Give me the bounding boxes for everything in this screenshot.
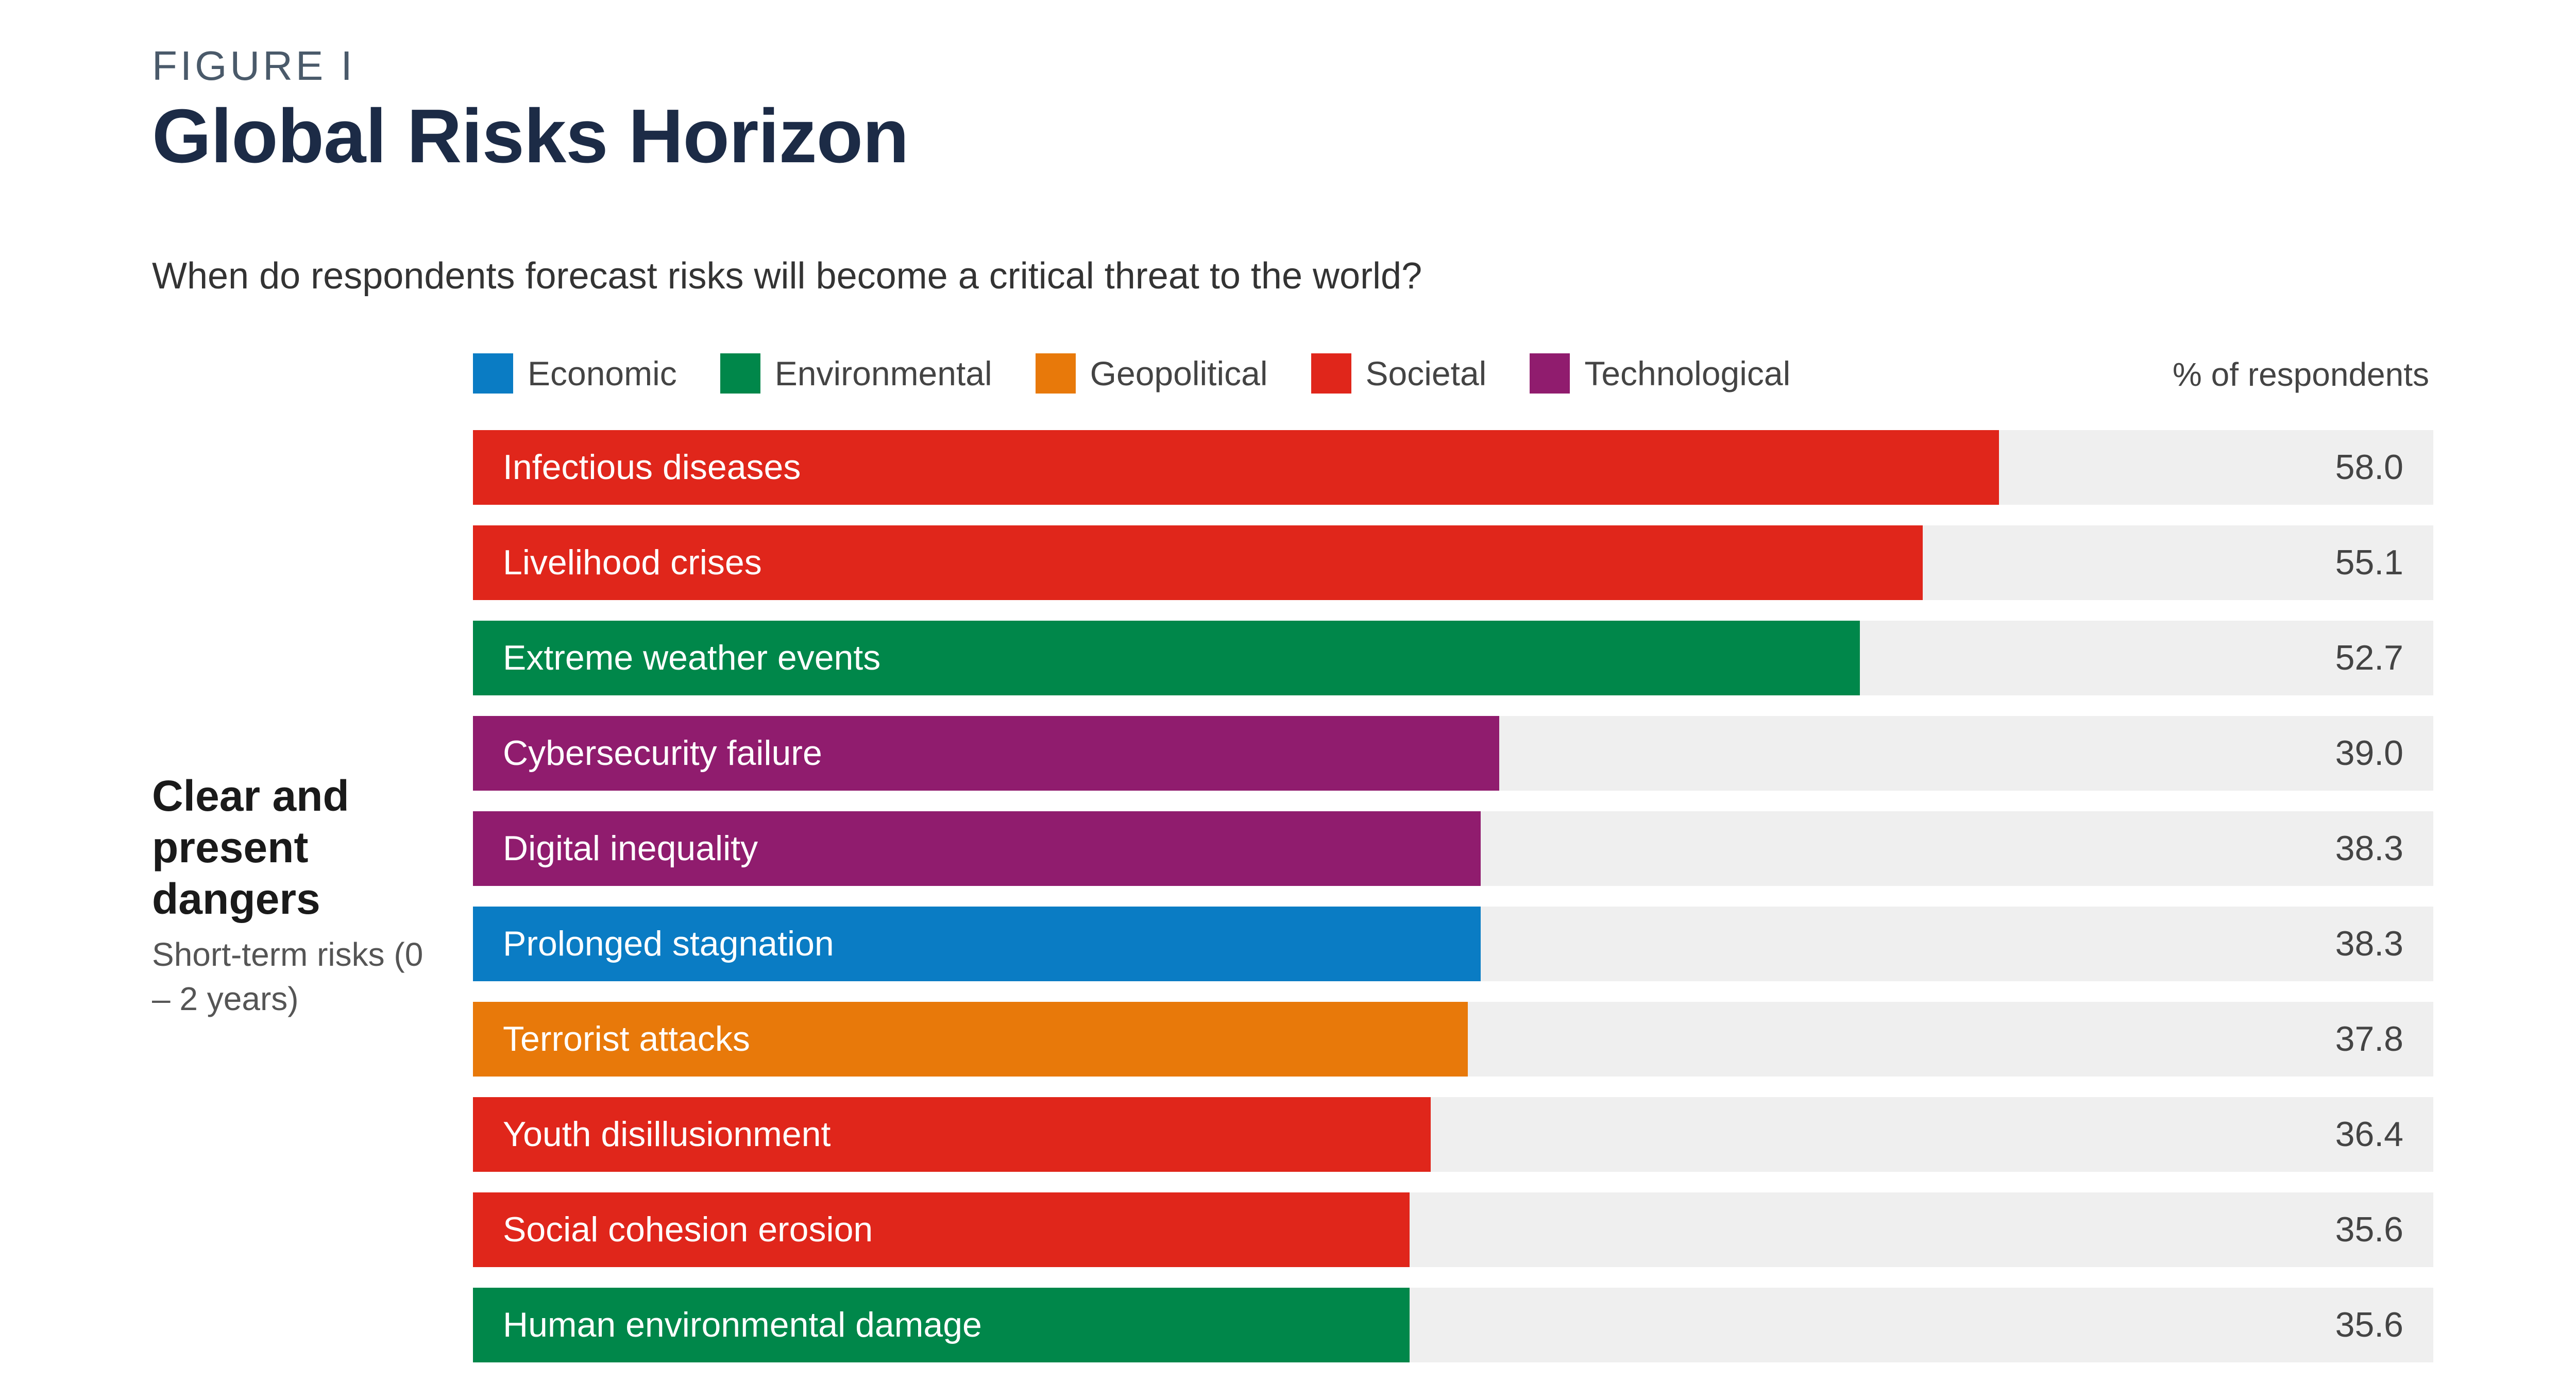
bar [473,525,1923,600]
legend-label-environmental: Environmental [774,354,992,392]
legend-swatch-societal [1311,353,1351,394]
bar-row: Infectious diseases 58.0 [473,430,2433,505]
bar [473,1097,1431,1172]
legend-item-environmental: Environmental [720,353,992,394]
bar-row: Youth disillusionment 36.4 [473,1097,2433,1172]
legend-swatch-technological [1530,353,1570,394]
bar-value-label: 52.7 [2335,638,2403,677]
legend-swatch-environmental [720,353,760,394]
bar [473,621,1860,695]
legend-swatch-geopolitical [1035,353,1076,394]
bar-label: Prolonged stagnation [503,924,834,963]
bar-label: Infectious diseases [503,448,801,487]
bar-label: Cybersecurity failure [503,733,822,773]
legend-label-societal: Societal [1365,354,1487,392]
legend-label-geopolitical: Geopolitical [1090,354,1268,392]
legend-label-technological: Technological [1584,354,1791,392]
legend-item-economic: Economic [473,353,677,394]
bar-value-label: 37.8 [2335,1019,2403,1058]
section-heading: Clear and present dangers [152,772,349,923]
bar-value-label: 38.3 [2335,924,2403,963]
bar-label: Human environmental damage [503,1305,982,1344]
bar [473,1002,1468,1077]
bar-label: Extreme weather events [503,638,881,677]
bar-label: Terrorist attacks [503,1019,750,1058]
bar-value-label: 36.4 [2335,1115,2403,1154]
bar-row: Cybersecurity failure 39.0 [473,716,2433,791]
legend-swatch-economic [473,353,513,394]
bar-row: Digital inequality 38.3 [473,811,2433,886]
bar-value-label: 38.3 [2335,829,2403,868]
bar-row: Prolonged stagnation 38.3 [473,907,2433,981]
bar-value-label: 58.0 [2335,448,2403,487]
legend-item-technological: Technological [1530,353,1790,394]
bar-value-label: 39.0 [2335,733,2403,773]
chart-title: Global Risks Horizon [152,94,909,179]
bar-row: Human environmental damage 35.6 [473,1288,2433,1362]
figure-label: FIGURE I [152,43,355,89]
bar-value-label: 35.6 [2335,1210,2403,1249]
bar-value-label: 55.1 [2335,543,2403,582]
legend-label-economic: Economic [528,354,677,392]
section-subheading: Short-term risks (0 – 2 years) [152,936,423,1017]
chart-subtitle: When do respondents forecast risks will … [152,255,1422,297]
bar [473,907,1481,981]
bar-label: Digital inequality [503,829,758,868]
bar-chart: Infectious diseases 58.0 Livelihood crises… [473,430,2433,1383]
bar-row: Social cohesion erosion 35.6 [473,1192,2433,1267]
value-axis-label: % of respondents [2172,356,2429,393]
legend-item-societal: Societal [1311,353,1487,394]
bar-row: Livelihood crises 55.1 [473,525,2433,600]
bar [473,811,1481,886]
bar [473,716,1499,791]
bar-label: Youth disillusionment [503,1115,831,1154]
bar [473,430,1999,505]
bar-row: Terrorist attacks 37.8 [473,1002,2433,1077]
bar-row: Extreme weather events 52.7 [473,621,2433,695]
bar [473,1192,1410,1267]
legend-item-geopolitical: Geopolitical [1035,353,1268,394]
bar-value-label: 35.6 [2335,1305,2403,1344]
bar-label: Social cohesion erosion [503,1210,873,1249]
chart-legend: Economic Environmental Geopolitical Soci… [473,350,1834,397]
bar-label: Livelihood crises [503,543,762,582]
